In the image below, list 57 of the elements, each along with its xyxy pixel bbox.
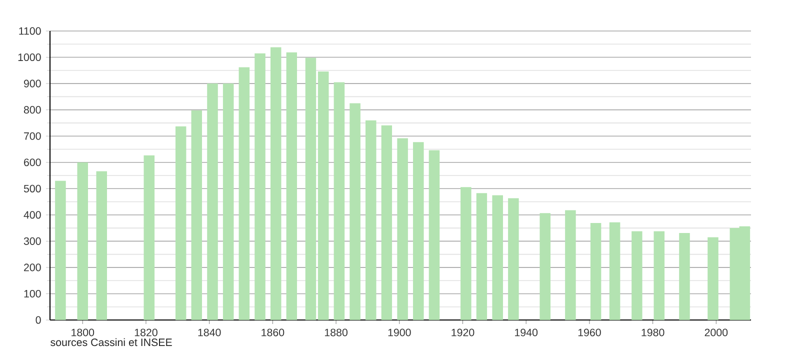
- bar: [191, 110, 202, 320]
- bar: [286, 52, 298, 320]
- y-tick-label: 200: [24, 264, 41, 272]
- y-tick-label: 1100: [19, 27, 41, 35]
- y-tick-label: 600: [24, 158, 41, 166]
- bar: [632, 231, 642, 320]
- bar: [492, 195, 503, 320]
- bar: [460, 187, 472, 320]
- x-tick-label: 1820: [134, 328, 158, 336]
- bar: [305, 58, 316, 320]
- y-tick-label: 500: [24, 184, 41, 192]
- y-tick-label: 0: [36, 316, 41, 324]
- bar: [428, 150, 440, 320]
- source-note: sources Cassini et INSEE: [50, 338, 172, 346]
- y-tick-label: 100: [24, 290, 41, 298]
- bar: [238, 67, 250, 320]
- bar: [350, 103, 360, 320]
- x-tick-label: 1860: [262, 328, 284, 336]
- bar: [144, 155, 155, 320]
- bar: [77, 162, 88, 320]
- x-tick-label: 2000: [704, 328, 728, 336]
- bar: [708, 237, 718, 320]
- bar: [318, 71, 329, 320]
- x-tick-label: 1840: [198, 328, 221, 336]
- x-tick-label: 1940: [515, 328, 538, 336]
- bar: [413, 142, 424, 320]
- x-tick-label: 1900: [388, 328, 411, 336]
- bar: [397, 138, 408, 320]
- bar: [270, 47, 282, 320]
- y-tick-label: 300: [24, 237, 41, 245]
- bar: [679, 233, 690, 320]
- bar: [508, 198, 519, 320]
- x-tick-label: 1800: [72, 328, 94, 336]
- bar: [366, 120, 376, 320]
- x-tick-label: 1960: [578, 328, 601, 336]
- y-tick-label: 800: [24, 106, 41, 114]
- y-tick-label: 900: [24, 80, 41, 88]
- x-tick-label: 1880: [324, 328, 348, 336]
- bar: [334, 82, 345, 320]
- bar: [654, 231, 665, 320]
- bar: [55, 180, 66, 320]
- bar: [222, 84, 234, 320]
- bar: [96, 171, 108, 320]
- bar: [565, 210, 576, 320]
- bar: [381, 125, 392, 320]
- bar: [609, 222, 620, 320]
- bar: [175, 126, 186, 320]
- bar: [590, 223, 602, 320]
- bar: [207, 84, 218, 320]
- x-tick-label: 1980: [642, 328, 664, 336]
- bar: [540, 213, 550, 320]
- bar: [476, 193, 488, 320]
- x-tick-label: 1920: [452, 328, 474, 336]
- y-tick-label: 1000: [18, 54, 41, 62]
- y-tick-label: 700: [24, 132, 41, 140]
- y-tick-label: 400: [24, 211, 41, 219]
- bar: [254, 53, 266, 320]
